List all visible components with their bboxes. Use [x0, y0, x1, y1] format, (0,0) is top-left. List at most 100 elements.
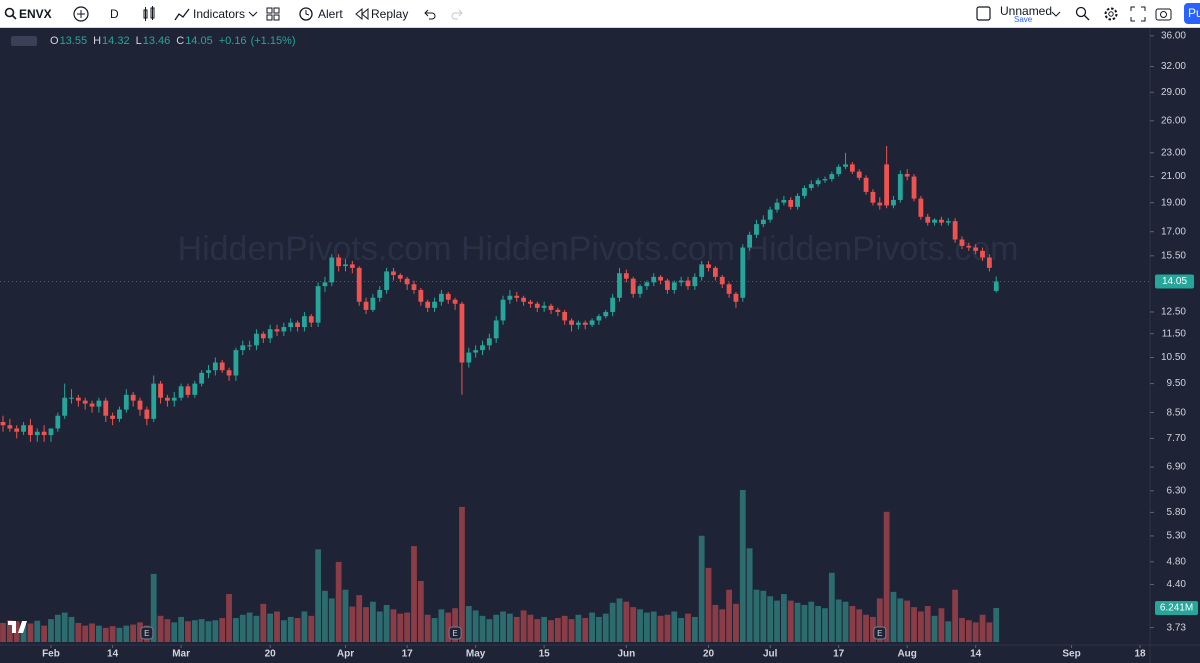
volume-bar — [849, 606, 856, 642]
volume-bar — [815, 606, 822, 642]
volume-bar — [760, 590, 767, 642]
alert[interactable]: Alert — [318, 7, 343, 21]
legend: O 13.55 H 14.32 L 13.46 C 14.05 +0.16 (+1.15%) — [11, 35, 296, 47]
candle-body — [877, 202, 883, 206]
earnings-marker — [873, 626, 887, 640]
volume-bar — [233, 618, 239, 642]
toolbar: ENVX D Indicators Alert Replay Unnamed S… — [0, 0, 1200, 28]
volume-bar — [54, 614, 61, 642]
layout-box[interactable] — [976, 6, 992, 22]
quick-search[interactable] — [1075, 6, 1091, 22]
candle-body — [28, 425, 33, 436]
y-tick-label: 36.00 — [1161, 30, 1186, 41]
candle-body — [274, 329, 280, 332]
volume-bar — [739, 490, 746, 642]
volume-bar — [698, 535, 705, 642]
volume-bar — [493, 614, 500, 642]
legend-key: L — [136, 35, 142, 47]
last-price-tag — [1155, 274, 1194, 289]
volume-bar — [657, 615, 664, 642]
candle-body — [959, 239, 965, 246]
candle-body — [158, 383, 163, 398]
x-tick-label: May — [466, 649, 486, 660]
add-symbol[interactable] — [73, 6, 89, 22]
redo[interactable] — [450, 8, 464, 20]
y-tick-label: 15.50 — [1161, 250, 1186, 261]
y-tick-label: 7.70 — [1167, 433, 1187, 444]
candle-body — [254, 333, 259, 346]
volume-bar — [198, 619, 205, 642]
legend-change: +0.16 — [219, 35, 247, 47]
candle-body — [856, 171, 862, 178]
y-tick-label: 8.50 — [1167, 407, 1187, 418]
volume-bar — [246, 612, 253, 642]
y-tick-label: 29.00 — [1161, 87, 1186, 98]
logo — [8, 621, 27, 633]
candle-body — [165, 397, 170, 401]
volume-bar — [417, 580, 424, 642]
volume-bar — [917, 611, 924, 642]
candle-body — [808, 184, 814, 188]
volume-bar — [370, 601, 376, 642]
volume-bar — [75, 622, 82, 642]
chevron — [248, 11, 258, 17]
y-tick-label: 32.00 — [1161, 61, 1186, 72]
candle-body — [939, 219, 944, 223]
replay[interactable]: Replay — [371, 7, 409, 21]
publish[interactable]: Pu — [1184, 3, 1200, 24]
x-tick-label: Apr — [337, 649, 354, 660]
interval[interactable]: D — [110, 7, 119, 21]
candle-body — [288, 322, 294, 328]
fullscreen[interactable] — [1130, 6, 1146, 22]
candle-body — [151, 383, 157, 419]
volume-tag — [1155, 600, 1198, 615]
candle-body — [767, 209, 773, 220]
templates[interactable] — [266, 7, 280, 21]
volume-bar — [390, 609, 397, 642]
y-tick-label: 5.80 — [1167, 507, 1187, 518]
candle-body — [89, 403, 95, 407]
volume-bar — [904, 600, 911, 642]
indicators[interactable]: Indicators — [193, 7, 246, 21]
volume-bar — [82, 625, 89, 642]
candle-body — [302, 316, 307, 328]
chart-background — [0, 28, 1200, 663]
candle-body — [884, 164, 890, 206]
candle-body — [411, 284, 417, 290]
candle-body — [144, 409, 150, 419]
volume-bar — [342, 589, 349, 642]
legend-key: O — [50, 35, 59, 47]
candle-body — [82, 400, 88, 404]
candle-body — [795, 195, 800, 207]
candle-body — [69, 397, 74, 399]
volume-bar — [260, 603, 267, 642]
volume-bar — [226, 594, 232, 642]
chart-type[interactable] — [142, 6, 156, 22]
volume-bar — [171, 622, 178, 642]
volume-bar — [719, 609, 726, 642]
settings[interactable] — [1103, 6, 1119, 22]
candle-body — [397, 275, 403, 279]
volume-bar — [383, 604, 390, 642]
symbol[interactable]: ENVX — [19, 7, 52, 21]
volume-bar — [294, 618, 301, 642]
candle-body — [267, 329, 273, 339]
candle-body — [329, 257, 335, 283]
candle-body — [391, 271, 396, 276]
candle-body — [637, 286, 643, 294]
volume-bar — [41, 625, 48, 642]
save[interactable]: Save — [1014, 15, 1033, 24]
candle-body — [932, 219, 937, 223]
earnings-label: E — [144, 629, 149, 638]
volume-bar — [253, 615, 260, 642]
snapshot[interactable] — [1155, 6, 1173, 22]
layout-name[interactable]: Unnamed — [1000, 4, 1053, 18]
candle-body — [829, 174, 835, 180]
candle-body — [315, 286, 321, 323]
candle-body — [966, 245, 972, 248]
volume-bar — [137, 622, 143, 642]
candle-body — [75, 397, 81, 401]
undo[interactable] — [423, 8, 437, 20]
volume-bar — [541, 616, 548, 642]
